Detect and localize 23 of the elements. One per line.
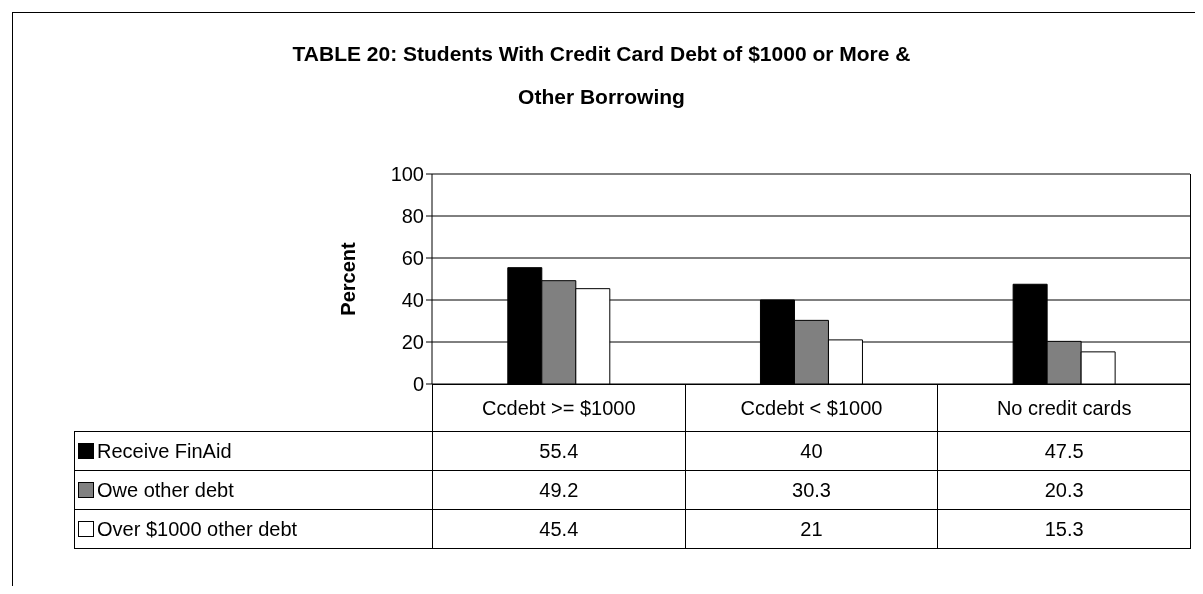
x-tick-label: Ccdebt >= $1000 xyxy=(432,384,686,432)
data-label: 45.4 xyxy=(432,509,686,549)
x-tick-label: No credit cards xyxy=(937,384,1191,432)
x-tick-label: Ccdebt < $1000 xyxy=(684,384,939,432)
data-label: 15.3 xyxy=(937,509,1191,549)
legend-label: Over $1000 other debt xyxy=(97,517,298,541)
data-label: 47.5 xyxy=(937,431,1191,471)
y-tick-label: 60 xyxy=(401,247,424,270)
y-tick-label: 100 xyxy=(390,163,424,186)
y-tick-label: 20 xyxy=(401,331,424,354)
y-tick-label: 0 xyxy=(412,373,424,396)
data-label: 49.2 xyxy=(432,470,686,510)
data-label: 21 xyxy=(684,509,939,549)
legend-label: Owe other debt xyxy=(97,478,234,502)
y-tick-label: 80 xyxy=(401,205,424,228)
data-label: 55.4 xyxy=(432,431,686,471)
data-label: 40 xyxy=(684,431,939,471)
data-label: 20.3 xyxy=(937,470,1191,510)
y-axis-title: Percent xyxy=(336,242,360,316)
legend-label: Receive FinAid xyxy=(97,439,232,463)
data-label: 30.3 xyxy=(684,470,939,510)
chart-title: TABLE 20: Students With Credit Card Debt of $1000 or More & Other Borrowing xyxy=(291,41,912,110)
y-tick-label: 40 xyxy=(401,289,424,312)
